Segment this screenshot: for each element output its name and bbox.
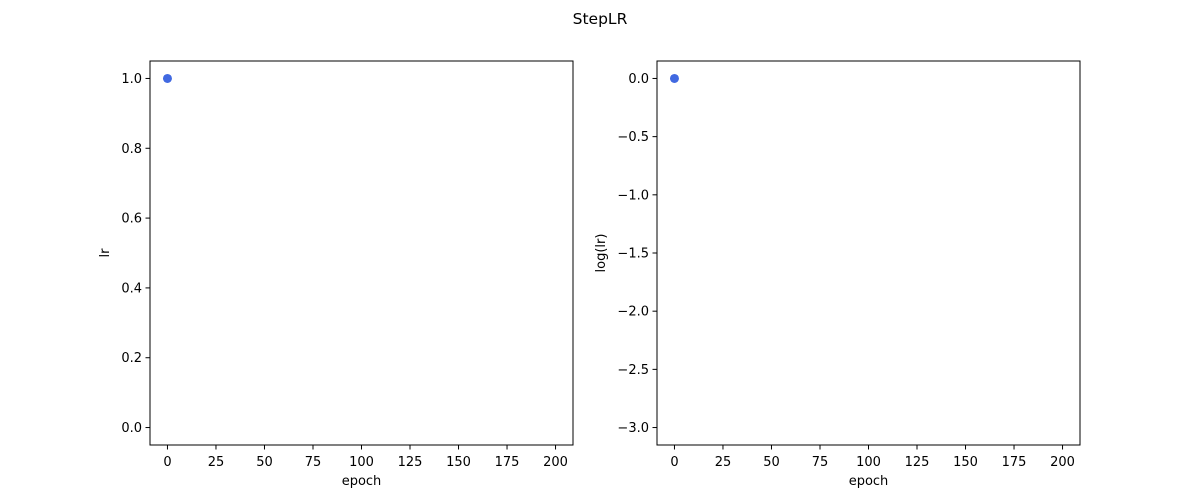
y-tick-label: −2.0 xyxy=(617,305,649,320)
x-tick-label: 25 xyxy=(715,455,732,470)
data-point xyxy=(669,73,679,83)
x-axis-label: epoch xyxy=(849,474,889,489)
data-point xyxy=(162,73,172,83)
x-tick-label: 200 xyxy=(1050,455,1075,470)
y-tick-label: −1.5 xyxy=(617,247,649,262)
x-tick-label: 125 xyxy=(398,455,423,470)
axes-frame xyxy=(149,60,574,446)
x-tick-label: 150 xyxy=(953,455,978,470)
y-axis-label: lr xyxy=(98,248,113,258)
y-tick-label: −1.0 xyxy=(617,188,649,203)
y-tick-label: 0.6 xyxy=(121,212,142,227)
subplot-lr: 0 25 50 75 100 125 150 175 200 0.0 0.2 0.4 0.6 0.8 1.0… xyxy=(98,60,574,489)
x-tick-label: 175 xyxy=(495,455,520,470)
x-tick-label: 200 xyxy=(543,455,568,470)
figure-title: StepLR xyxy=(573,10,628,28)
x-tick-label: 0 xyxy=(670,455,678,470)
x-axis-label: epoch xyxy=(342,474,382,489)
y-tick-label: −3.0 xyxy=(617,421,649,436)
x-tick-label: 50 xyxy=(256,455,273,470)
x-tick-label: 50 xyxy=(763,455,780,470)
y-axis-label: log(lr) xyxy=(594,234,609,273)
x-tick-label: 75 xyxy=(305,455,322,470)
x-tick-label: 175 xyxy=(1002,455,1027,470)
y-tick-label: −2.5 xyxy=(617,363,649,378)
y-tick-label: 0.4 xyxy=(121,281,142,296)
x-tick-label: 25 xyxy=(208,455,225,470)
x-tick-label: 75 xyxy=(812,455,829,470)
y-tick-label: 0.0 xyxy=(121,421,142,436)
x-tick-label: 100 xyxy=(349,455,374,470)
y-tick-label: 0.2 xyxy=(121,351,142,366)
subplot-log-lr: 0 25 50 75 100 125 150 175 200 −3.0 −2.5 −2.0 −1.5 −1… xyxy=(594,60,1081,489)
x-tick-label: 0 xyxy=(163,455,171,470)
y-tick-label: 0.8 xyxy=(121,142,142,157)
x-tick-label: 125 xyxy=(905,455,930,470)
x-tick-label: 100 xyxy=(856,455,881,470)
y-tick-label: 1.0 xyxy=(121,72,142,87)
axes-frame xyxy=(656,60,1081,446)
y-tick-label: −0.5 xyxy=(617,130,649,145)
x-tick-label: 150 xyxy=(446,455,471,470)
y-tick-label: 0.0 xyxy=(628,72,649,87)
